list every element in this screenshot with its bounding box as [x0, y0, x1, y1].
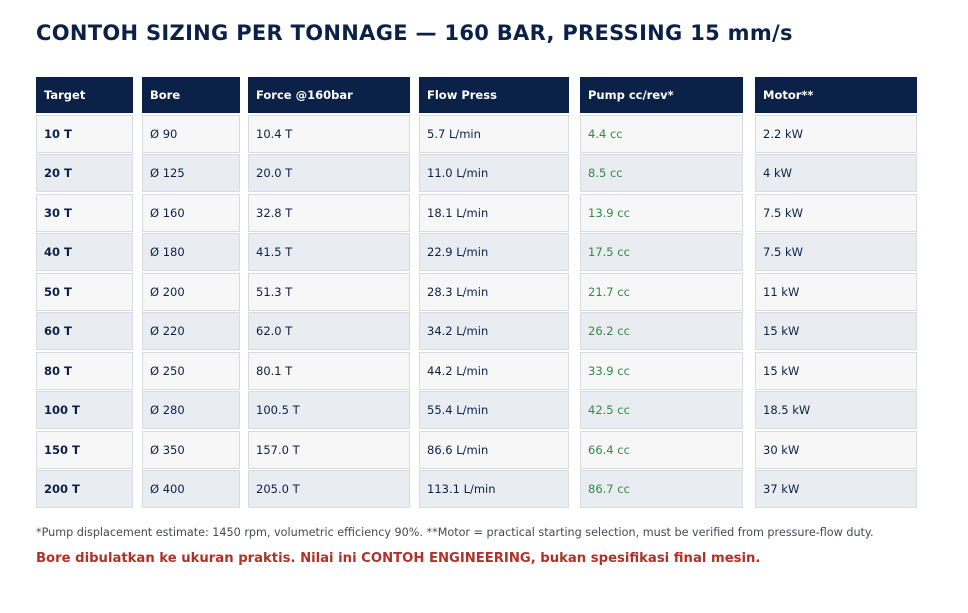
table-cell-flow-press: 113.1 L/min [419, 470, 569, 508]
table-cell-target: 50 T [36, 272, 133, 311]
table-cell-pump: 26.2 cc [580, 312, 743, 350]
table-cell-pump: 13.9 cc [580, 193, 743, 232]
table-cell-flow-press: 55.4 L/min [419, 391, 569, 429]
table-cell-target: 100 T [36, 391, 133, 429]
table-cell-bore: Ø 200 [142, 272, 240, 311]
table-cell-flow-press: 22.9 L/min [419, 233, 569, 271]
table-cell-target: 20 T [36, 154, 133, 192]
table-cell-bore: Ø 180 [142, 233, 240, 271]
column-header-target: Target [36, 77, 133, 113]
table-cell-motor: 15 kW [755, 312, 917, 350]
table-cell-bore: Ø 125 [142, 154, 240, 192]
table-cell-motor: 30 kW [755, 430, 917, 469]
column-motor: Motor** 2.2 kW 4 kW 7.5 kW 7.5 kW 11 kW 15 kW 1… [755, 77, 917, 508]
table-cell-target: 30 T [36, 193, 133, 232]
warning-note: Bore dibulatkan ke ukuran praktis. Nilai… [36, 551, 761, 566]
table-cell-flow-press: 44.2 L/min [419, 351, 569, 390]
table-cell-target: 150 T [36, 430, 133, 469]
table-cell-flow-press: 18.1 L/min [419, 193, 569, 232]
table-cell-bore: Ø 160 [142, 193, 240, 232]
table-cell-motor: 2.2 kW [755, 114, 917, 153]
column-header-force: Force @160bar [248, 77, 410, 113]
table-cell-flow-press: 11.0 L/min [419, 154, 569, 192]
table-cell-target: 10 T [36, 114, 133, 153]
table-cell-force: 62.0 T [248, 312, 410, 350]
table-cell-target: 60 T [36, 312, 133, 350]
table-cell-bore: Ø 400 [142, 470, 240, 508]
table-cell-pump: 4.4 cc [580, 114, 743, 153]
table-cell-force: 100.5 T [248, 391, 410, 429]
table-cell-force: 10.4 T [248, 114, 410, 153]
table-cell-force: 157.0 T [248, 430, 410, 469]
table-cell-bore: Ø 220 [142, 312, 240, 350]
table-cell-motor: 18.5 kW [755, 391, 917, 429]
table-cell-force: 20.0 T [248, 154, 410, 192]
table-cell-flow-press: 86.6 L/min [419, 430, 569, 469]
table-cell-motor: 7.5 kW [755, 193, 917, 232]
column-flow-press: Flow Press 5.7 L/min 11.0 L/min 18.1 L/min 2… [419, 77, 569, 508]
table-cell-motor: 11 kW [755, 272, 917, 311]
table-cell-target: 40 T [36, 233, 133, 271]
table-cell-bore: Ø 280 [142, 391, 240, 429]
table-cell-flow-press: 5.7 L/min [419, 114, 569, 153]
column-header-pump: Pump cc/rev* [580, 77, 743, 113]
table-cell-force: 51.3 T [248, 272, 410, 311]
table-cell-pump: 86.7 cc [580, 470, 743, 508]
table-cell-pump: 42.5 cc [580, 391, 743, 429]
table-cell-pump: 66.4 cc [580, 430, 743, 469]
page-title: CONTOH SIZING PER TONNAGE — 160 BAR, PRE… [36, 21, 793, 45]
footnote: *Pump displacement estimate: 1450 rpm, v… [36, 526, 874, 539]
table-cell-bore: Ø 250 [142, 351, 240, 390]
table-cell-motor: 15 kW [755, 351, 917, 390]
table-cell-flow-press: 34.2 L/min [419, 312, 569, 350]
column-bore: Bore Ø 90 Ø 125 Ø 160 Ø 180 Ø 200 Ø 220 Ø 250 Ø … [142, 77, 240, 508]
table-cell-force: 32.8 T [248, 193, 410, 232]
table-cell-force: 80.1 T [248, 351, 410, 390]
table-cell-bore: Ø 90 [142, 114, 240, 153]
column-pump: Pump cc/rev* 4.4 cc 8.5 cc 13.9 cc 17.5 cc 21… [580, 77, 743, 508]
column-force: Force @160bar 10.4 T 20.0 T 32.8 T 41.5 T 51.… [248, 77, 410, 508]
column-header-flow-press: Flow Press [419, 77, 569, 113]
column-header-motor: Motor** [755, 77, 917, 113]
table-cell-pump: 33.9 cc [580, 351, 743, 390]
table-cell-motor: 37 kW [755, 470, 917, 508]
table-cell-pump: 8.5 cc [580, 154, 743, 192]
table-cell-pump: 17.5 cc [580, 233, 743, 271]
table-cell-force: 205.0 T [248, 470, 410, 508]
column-header-bore: Bore [142, 77, 240, 113]
table-cell-force: 41.5 T [248, 233, 410, 271]
table-cell-bore: Ø 350 [142, 430, 240, 469]
table-cell-target: 80 T [36, 351, 133, 390]
table-cell-target: 200 T [36, 470, 133, 508]
table-cell-motor: 4 kW [755, 154, 917, 192]
table-cell-flow-press: 28.3 L/min [419, 272, 569, 311]
table-cell-pump: 21.7 cc [580, 272, 743, 311]
table-cell-motor: 7.5 kW [755, 233, 917, 271]
